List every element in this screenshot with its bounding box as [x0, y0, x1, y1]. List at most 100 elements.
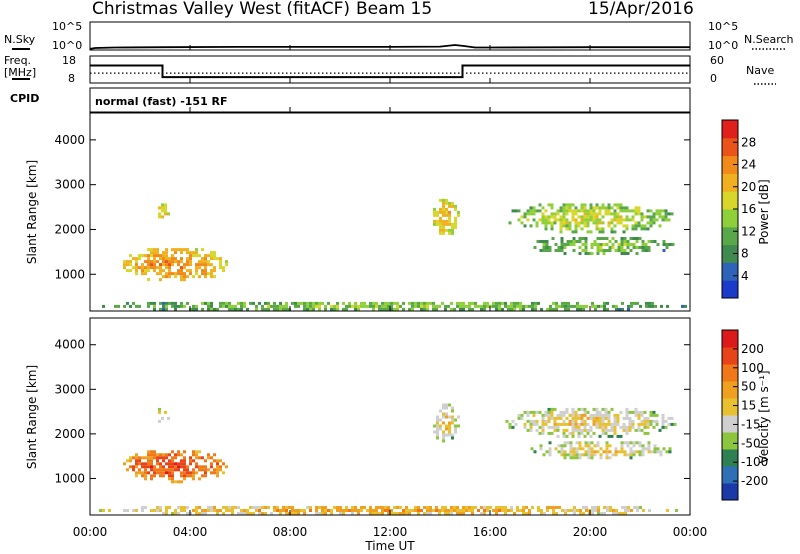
heatmap-cell	[566, 441, 570, 445]
heatmap-cell	[605, 453, 609, 457]
heatmap-cell	[585, 304, 588, 308]
heatmap-cell	[216, 512, 219, 515]
heatmap-cell	[559, 224, 563, 228]
heatmap-cell	[381, 509, 384, 512]
heatmap-cell	[583, 215, 587, 219]
heatmap-cell	[595, 419, 599, 423]
heatmap-cell	[453, 509, 456, 512]
colorbar-swatch	[722, 120, 738, 139]
heatmap-cell	[436, 415, 439, 419]
heatmap-cell	[622, 206, 626, 210]
heatmap-cell	[555, 512, 558, 515]
heatmap-cell	[571, 407, 575, 411]
heatmap-cell	[562, 428, 566, 432]
heatmap-cell	[605, 237, 609, 240]
heatmap-cell	[534, 307, 537, 311]
heatmap-cell	[171, 272, 174, 276]
heatmap-cell	[451, 415, 454, 419]
heatmap-cell	[315, 506, 318, 509]
heatmap-cell	[448, 210, 451, 214]
heatmap-cell	[528, 512, 531, 515]
heatmap-cell	[150, 251, 153, 255]
heatmap-cell	[267, 301, 270, 305]
heatmap-cell	[548, 447, 552, 451]
heatmap-cell	[318, 304, 321, 308]
heatmap-cell	[201, 512, 204, 515]
heatmap-cell	[590, 456, 594, 460]
heatmap-cell	[448, 216, 451, 220]
heatmap-cell	[363, 301, 366, 305]
heatmap-cell	[662, 249, 666, 252]
heatmap-cell	[168, 272, 171, 276]
heatmap-cell	[550, 227, 554, 231]
heatmap-cell	[616, 206, 620, 210]
heatmap-cell	[448, 231, 451, 235]
heatmap-cell	[448, 228, 451, 232]
heatmap-cell	[568, 206, 572, 210]
heatmap-cell	[258, 509, 261, 512]
heatmap-cell	[468, 506, 471, 509]
heatmap-cell	[150, 465, 153, 469]
heatmap-cell	[607, 221, 611, 225]
heatmap-cell	[303, 301, 306, 305]
heatmap-cell	[198, 450, 201, 454]
heatmap-cell	[526, 419, 530, 423]
heatmap-cell	[390, 512, 393, 515]
heatmap-cell	[156, 453, 159, 457]
heatmap-cell	[564, 512, 567, 515]
heatmap-cell	[553, 419, 557, 423]
heatmap-cell	[225, 509, 228, 512]
heatmap-cell	[611, 453, 615, 457]
beam-label: Beam 15	[356, 0, 432, 19]
heatmap-cell	[189, 263, 192, 267]
heatmap-cell	[138, 304, 141, 308]
heatmap-cell	[219, 260, 222, 264]
heatmap-cell	[619, 215, 623, 219]
heatmap-cell	[658, 224, 662, 228]
heatmap-cell	[195, 248, 198, 252]
heatmap-cell	[544, 224, 548, 228]
heatmap-cell	[540, 509, 543, 512]
heatmap-cell	[240, 304, 243, 308]
colorbar-swatch	[722, 381, 738, 399]
heatmap-cell	[547, 221, 551, 225]
heatmap-cell	[435, 509, 438, 512]
heatmap-cell	[596, 243, 600, 246]
heatmap-cell	[468, 301, 471, 305]
heatmap-cell	[354, 307, 357, 311]
heatmap-cell	[603, 304, 606, 308]
heatmap-cell	[574, 209, 578, 213]
heatmap-cell	[174, 468, 177, 472]
heatmap-cell	[285, 509, 288, 512]
heatmap-cell	[165, 272, 168, 276]
heatmap-cell	[646, 221, 650, 225]
heatmap-cell	[186, 468, 189, 472]
colorbar-tick-label: 50	[741, 380, 756, 394]
heatmap-cell	[528, 304, 531, 308]
heatmap-cell	[204, 272, 207, 276]
heatmap-cell	[534, 301, 537, 305]
heatmap-cell	[528, 509, 531, 512]
heatmap-cell	[612, 512, 615, 515]
heatmap-cell	[572, 243, 576, 246]
heatmap-cell	[147, 465, 150, 469]
heatmap-cell	[159, 254, 162, 258]
heatmap-cell	[569, 456, 573, 460]
heatmap-cell	[442, 219, 445, 223]
freq-label-line2: [MHz]	[4, 66, 36, 79]
heatmap-cell	[628, 419, 632, 423]
colorbar-tick-label: -200	[741, 474, 768, 488]
heatmap-cell	[360, 509, 363, 512]
heatmap-cell	[629, 450, 633, 454]
heatmap-cell	[483, 301, 486, 305]
heatmap-cell	[620, 249, 624, 252]
heatmap-cell	[357, 304, 360, 308]
heatmap-cell	[498, 304, 501, 308]
heatmap-cell	[448, 430, 451, 434]
heatmap-cell	[643, 410, 647, 414]
heatmap-cell	[135, 471, 138, 475]
heatmap-cell	[645, 304, 648, 308]
heatmap-cell	[615, 509, 618, 512]
heatmap-cell	[439, 219, 442, 223]
